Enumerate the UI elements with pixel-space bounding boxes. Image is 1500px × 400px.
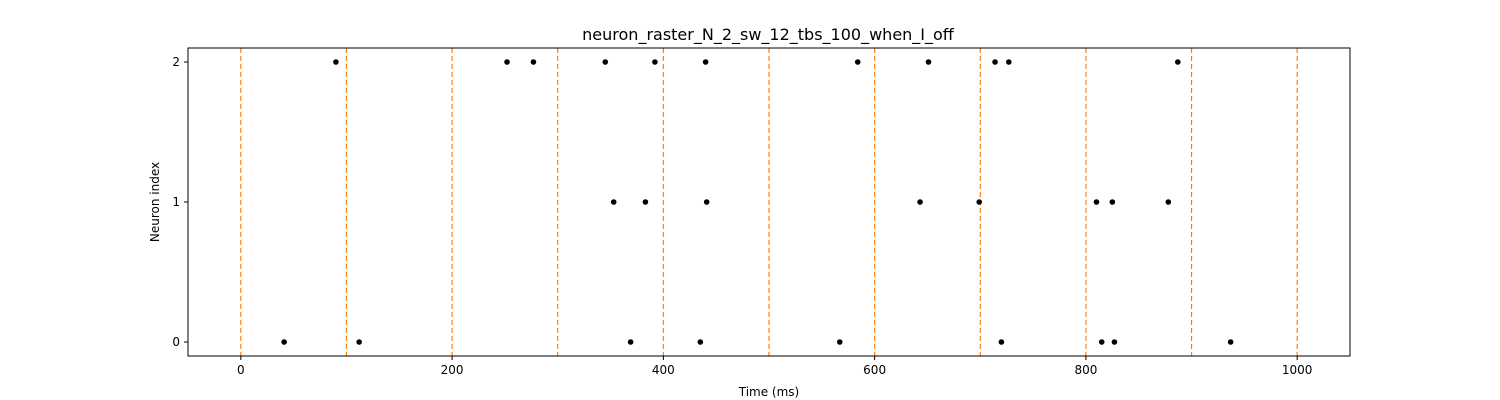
spike-point — [1109, 199, 1116, 205]
spike-point — [356, 339, 362, 345]
spike-points — [281, 59, 1234, 345]
x-tick-label: 1000 — [1282, 363, 1313, 377]
spike-point — [627, 339, 634, 345]
spike-point — [530, 59, 537, 65]
spike-point — [602, 59, 609, 65]
x-tick-label: 200 — [441, 363, 464, 377]
spike-point — [504, 59, 510, 65]
spike-point — [702, 59, 709, 65]
spike-point — [1227, 339, 1234, 345]
y-tick-label: 0 — [172, 335, 180, 349]
spike-point — [333, 59, 339, 65]
x-axis-label: Time (ms) — [738, 385, 800, 399]
y-axis-ticks: 0 1 2 — [172, 55, 188, 349]
x-axis-ticks: 0 200 400 600 800 1000 — [237, 356, 1312, 377]
spike-point — [836, 339, 843, 345]
x-tick-label: 400 — [652, 363, 675, 377]
spike-point — [998, 339, 1005, 345]
spike-point — [1111, 339, 1118, 345]
spike-point — [925, 59, 932, 65]
spike-point — [976, 199, 983, 205]
y-tick-label: 2 — [172, 55, 180, 69]
spike-point — [854, 59, 861, 65]
spike-point — [1098, 339, 1105, 345]
spike-point — [610, 199, 617, 205]
y-tick-label: 1 — [172, 195, 180, 209]
x-tick-label: 600 — [863, 363, 886, 377]
spike-point — [917, 199, 923, 205]
boundary-lines — [240, 48, 1298, 356]
spike-point — [1175, 59, 1181, 65]
spike-point — [281, 339, 287, 345]
x-tick-label: 800 — [1074, 363, 1097, 377]
chart-title: neuron_raster_N_2_sw_12_tbs_100_when_I_o… — [582, 25, 955, 45]
spike-point — [703, 199, 710, 205]
spike-point — [1093, 199, 1100, 205]
spike-point — [992, 59, 998, 65]
x-tick-label: 0 — [237, 363, 245, 377]
y-axis-label: Neuron index — [148, 162, 162, 242]
spike-point — [1005, 59, 1012, 65]
spike-point — [697, 339, 704, 345]
spike-point — [1165, 199, 1172, 205]
spike-point — [652, 59, 658, 65]
spike-point — [642, 199, 649, 205]
